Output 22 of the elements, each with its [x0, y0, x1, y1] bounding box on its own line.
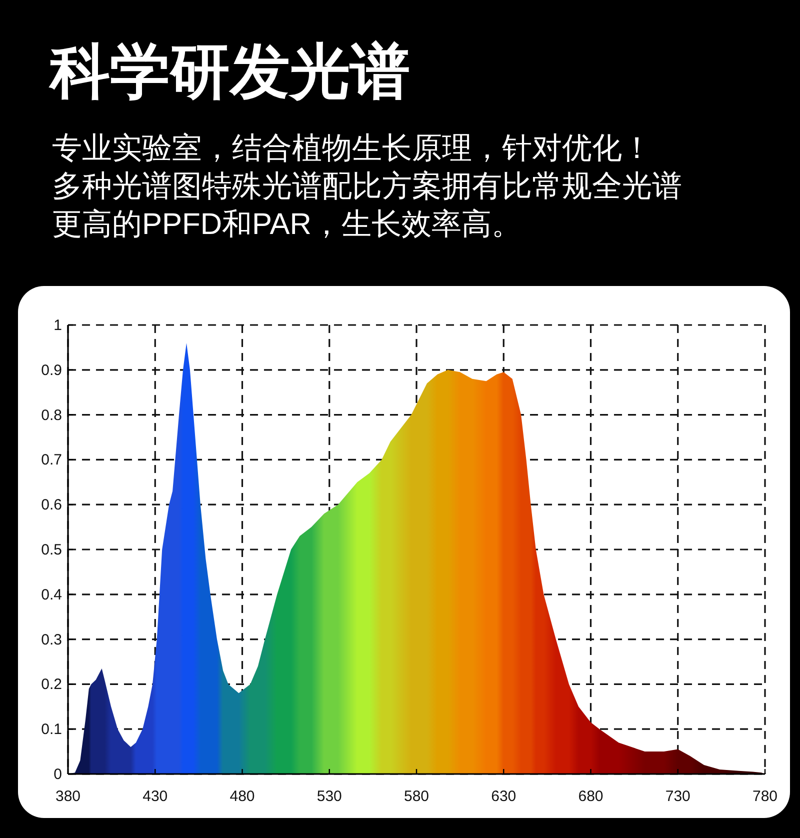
x-tick-label: 580 — [404, 788, 430, 805]
x-tick-label: 430 — [142, 788, 168, 805]
y-tick-label: 0.3 — [41, 631, 62, 648]
chart-title: 科学研发光谱 — [48, 38, 410, 105]
x-tick-label: 480 — [230, 788, 255, 805]
y-tick-label: 0.5 — [41, 542, 62, 558]
y-tick-label: 0.7 — [41, 452, 62, 469]
chart-subtitle: 专业实验室，结合植物生长原理，针对优化！多种光谱图特殊光谱配比方案拥有比常规全光谱更高的PPFD和PAR，生长效率高。 — [52, 132, 682, 241]
x-tick-label: 380 — [55, 788, 81, 805]
x-tick-label: 530 — [316, 788, 342, 805]
y-tick-label: 0.2 — [41, 676, 62, 694]
x-tick-label: 730 — [665, 788, 690, 805]
y-tick-label: 0 — [54, 766, 62, 783]
x-tick-label: 680 — [578, 788, 604, 805]
x-tick-label: 780 — [752, 788, 778, 805]
y-tick-label: 0.1 — [41, 721, 62, 738]
y-tick-label: 1 — [54, 317, 62, 334]
y-tick-label: 0.6 — [41, 496, 62, 514]
y-tick-label: 0.8 — [41, 406, 62, 424]
y-tick-label: 0.4 — [41, 586, 62, 604]
x-tick-label: 630 — [491, 788, 516, 805]
y-tick-label: 0.9 — [41, 362, 62, 379]
